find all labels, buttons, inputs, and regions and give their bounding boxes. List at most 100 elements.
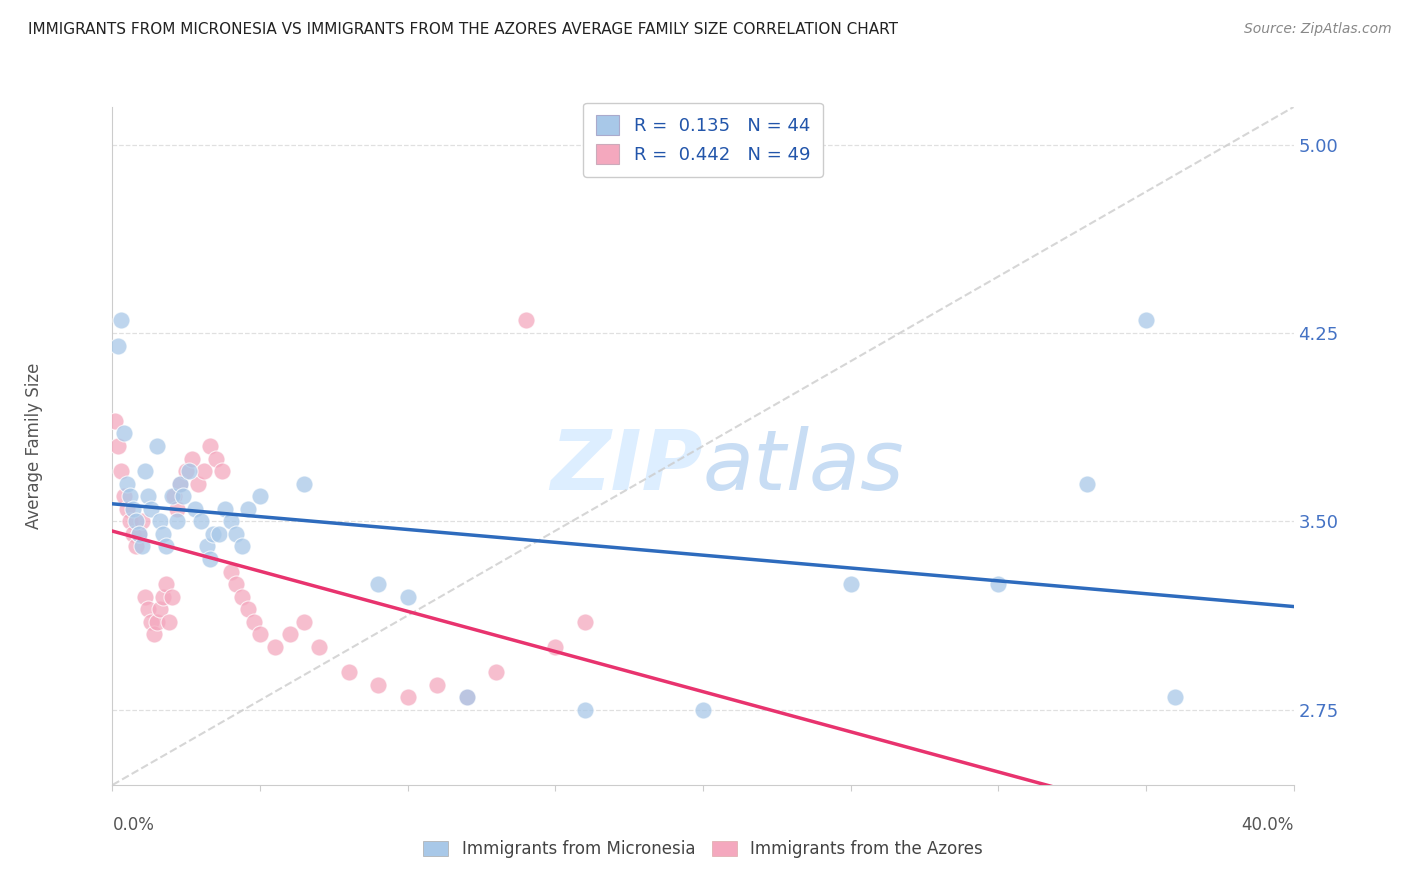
Point (155, 540, 177, 554)
Point (337, 665, 360, 679)
Point (125, 540, 148, 554)
Point (107, 439, 129, 453)
Text: 40.0%: 40.0% (1241, 816, 1294, 834)
Point (112, 426, 135, 441)
Point (110, 464, 132, 478)
Point (278, 627, 301, 641)
Point (544, 640, 567, 654)
Point (574, 703, 596, 717)
Point (243, 615, 266, 629)
Point (104, 414, 127, 428)
Point (169, 476, 191, 491)
Point (396, 590, 419, 604)
Point (225, 527, 247, 541)
Point (208, 527, 231, 541)
Point (117, 501, 138, 516)
Point (128, 527, 150, 541)
Point (426, 677, 449, 691)
Point (485, 665, 508, 679)
Point (172, 489, 194, 503)
Point (136, 489, 159, 503)
Point (292, 615, 315, 629)
Point (396, 690, 419, 704)
Point (169, 476, 191, 491)
Point (201, 527, 224, 541)
Point (166, 501, 188, 516)
Point (122, 527, 145, 541)
Point (110, 313, 132, 327)
Point (134, 464, 156, 478)
Point (1076, 476, 1098, 491)
Point (152, 527, 174, 541)
Point (367, 677, 389, 691)
Point (157, 615, 180, 629)
Point (125, 514, 148, 528)
Point (187, 476, 209, 491)
Point (249, 489, 271, 503)
Point (839, 577, 862, 591)
Point (692, 703, 714, 717)
Point (149, 602, 172, 616)
Point (155, 577, 177, 591)
Point (179, 464, 201, 478)
Text: 0.0%: 0.0% (112, 816, 155, 834)
Point (142, 627, 165, 641)
Point (136, 602, 159, 616)
Point (166, 514, 188, 528)
Point (174, 464, 197, 478)
Point (367, 577, 389, 591)
Point (231, 590, 253, 604)
Point (112, 489, 135, 503)
Point (131, 540, 153, 554)
Point (107, 338, 129, 352)
Point (117, 476, 138, 491)
Point (134, 590, 156, 604)
Point (131, 514, 153, 528)
Point (122, 501, 145, 516)
Point (149, 514, 172, 528)
Point (120, 514, 142, 528)
Point (231, 540, 253, 554)
Text: IMMIGRANTS FROM MICRONESIA VS IMMIGRANTS FROM THE AZORES AVERAGE FAMILY SIZE COR: IMMIGRANTS FROM MICRONESIA VS IMMIGRANTS… (28, 22, 898, 37)
Point (1135, 313, 1157, 327)
Point (211, 464, 233, 478)
Point (292, 476, 315, 491)
Y-axis label: Average Family Size: Average Family Size (25, 363, 44, 529)
Point (574, 615, 596, 629)
Point (184, 501, 207, 516)
Text: ZIP: ZIP (550, 425, 703, 507)
Point (190, 514, 212, 528)
Text: Source: ZipAtlas.com: Source: ZipAtlas.com (1244, 22, 1392, 37)
Point (163, 489, 186, 503)
Point (205, 451, 228, 466)
Point (264, 640, 287, 654)
Text: atlas: atlas (703, 425, 904, 507)
Point (160, 489, 183, 503)
Point (238, 501, 260, 516)
Point (146, 439, 169, 453)
Point (515, 313, 537, 327)
Point (238, 602, 260, 616)
Point (249, 627, 271, 641)
Legend: R =  0.135   N = 44, R =  0.442   N = 49: R = 0.135 N = 44, R = 0.442 N = 49 (583, 103, 823, 177)
Point (160, 590, 183, 604)
Point (139, 615, 162, 629)
Point (219, 514, 242, 528)
Point (456, 690, 478, 704)
Point (146, 615, 169, 629)
Point (139, 501, 162, 516)
Point (219, 565, 242, 579)
Point (128, 527, 150, 541)
Point (195, 540, 218, 554)
Point (181, 451, 204, 466)
Point (214, 501, 236, 516)
Point (198, 439, 221, 453)
Point (456, 690, 478, 704)
Point (152, 590, 174, 604)
Point (198, 552, 221, 566)
Point (193, 464, 215, 478)
Point (987, 577, 1010, 591)
Point (225, 577, 247, 591)
Point (1164, 690, 1187, 704)
Point (120, 489, 142, 503)
